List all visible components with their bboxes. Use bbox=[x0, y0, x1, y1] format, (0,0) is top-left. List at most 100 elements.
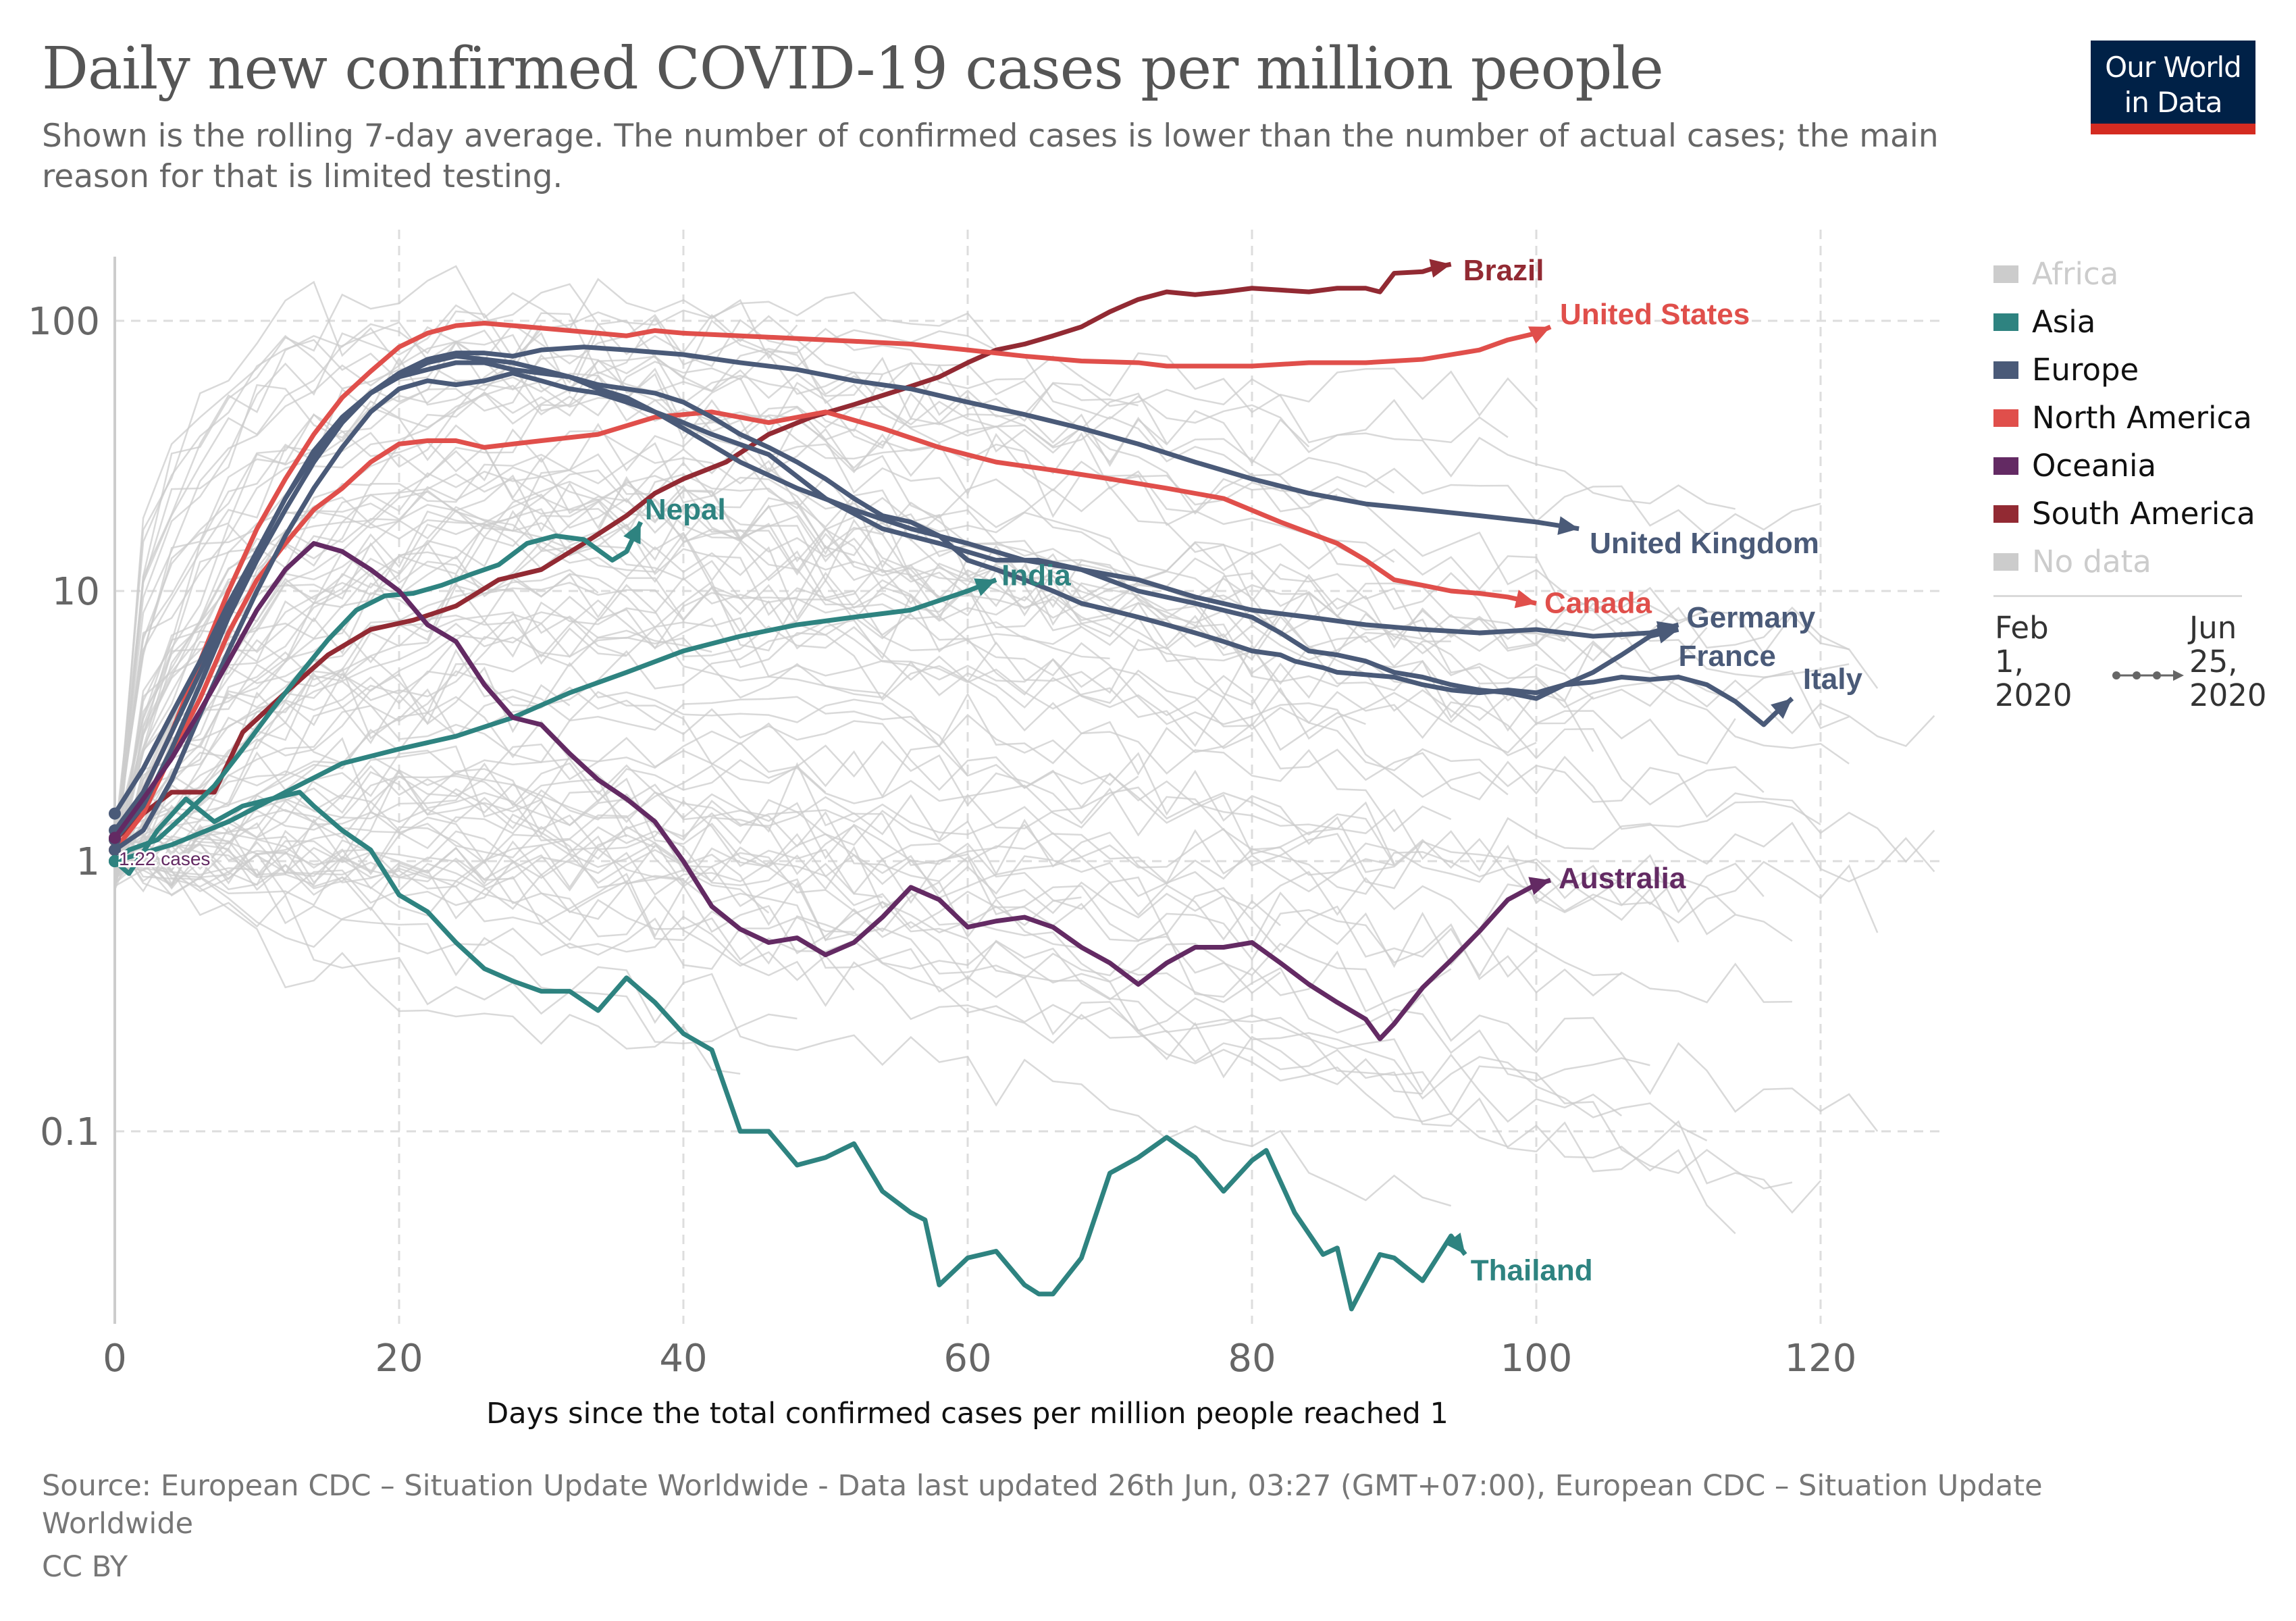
background-country-line bbox=[114, 826, 1623, 1123]
background-country-line bbox=[113, 384, 1537, 888]
series-label-france[interactable]: France bbox=[1679, 640, 1776, 673]
license-link[interactable]: CC BY bbox=[42, 1550, 128, 1584]
background-country-line bbox=[114, 573, 1253, 843]
legend-divider bbox=[1993, 595, 2242, 597]
series-start-dot bbox=[109, 807, 121, 820]
series-label-thailand[interactable]: Thailand bbox=[1471, 1254, 1593, 1287]
background-country-line bbox=[113, 334, 883, 881]
background-country-line bbox=[113, 283, 1168, 846]
background-country-line bbox=[113, 622, 1736, 881]
background-country-line bbox=[113, 473, 1765, 889]
legend-item-south-america[interactable]: South America bbox=[1993, 490, 2255, 538]
series-line-france[interactable] bbox=[113, 371, 1679, 852]
series-label-italy[interactable]: Italy bbox=[1803, 663, 1863, 696]
legend: Africa Asia Europe North America Oceania Sout… bbox=[1993, 250, 2255, 586]
series-label-united-kingdom[interactable]: United Kingdom bbox=[1590, 527, 1819, 560]
background-country-line bbox=[113, 372, 1395, 855]
background-country-line bbox=[113, 265, 997, 861]
timeline-arrow-icon bbox=[2112, 670, 2184, 681]
background-country-line bbox=[114, 796, 1765, 914]
background-country-line bbox=[114, 833, 1793, 942]
series-end-arrow bbox=[1528, 326, 1551, 344]
legend-swatch bbox=[1993, 409, 2018, 427]
legend-item-europe[interactable]: Europe bbox=[1993, 346, 2255, 394]
y-tick-label: 0.1 bbox=[40, 1110, 100, 1154]
y-tick-label: 10 bbox=[52, 570, 100, 614]
legend-label: Asia bbox=[2032, 304, 2096, 340]
background-country-line bbox=[114, 775, 883, 898]
background-country-line bbox=[113, 321, 1565, 837]
series-line-india[interactable] bbox=[114, 577, 997, 864]
series-line-italy[interactable] bbox=[113, 353, 1794, 815]
series-line-australia[interactable] bbox=[113, 541, 1552, 1041]
series-label-canada[interactable]: Canada bbox=[1544, 586, 1652, 619]
legend-label: Europe bbox=[2032, 352, 2139, 388]
series-label-brazil[interactable]: Brazil bbox=[1463, 254, 1544, 287]
legend-swatch bbox=[1993, 313, 2018, 331]
background-country-line bbox=[114, 737, 1082, 927]
background-country-line bbox=[113, 836, 1821, 1214]
y-tick-label: 1 bbox=[76, 840, 100, 884]
axes: 0.1 1 10 100 0 20 40 60 80 100 120 bbox=[28, 257, 1856, 1381]
series-label-india[interactable]: India bbox=[1001, 559, 1071, 592]
series-labels: Brazil United States Canada United Kingdom G… bbox=[117, 254, 1863, 1287]
series-line-united-states[interactable] bbox=[112, 321, 1552, 842]
legend-swatch bbox=[1993, 552, 2018, 571]
series-label-united-states[interactable]: United States bbox=[1560, 298, 1750, 331]
series-end-arrow bbox=[1656, 625, 1679, 644]
background-country-line bbox=[113, 532, 1509, 838]
legend-swatch bbox=[1993, 457, 2018, 475]
series-start-dot bbox=[109, 855, 121, 867]
background-country-line bbox=[113, 329, 1736, 887]
legend-item-north-america[interactable]: North America bbox=[1993, 394, 2255, 442]
background-country-line bbox=[113, 755, 1879, 1132]
series-line-united-kingdom[interactable] bbox=[113, 344, 1580, 842]
chart-subtitle: Shown is the rolling 7-day average. The … bbox=[42, 118, 1939, 195]
background-country-line bbox=[113, 280, 940, 861]
logo-accent-bar bbox=[2091, 124, 2255, 134]
background-country-line bbox=[114, 810, 1793, 1190]
logo-line-2: in Data bbox=[2124, 86, 2223, 119]
series-label-australia[interactable]: Australia bbox=[1559, 862, 1686, 895]
series-label-germany[interactable]: Germany bbox=[1687, 601, 1816, 634]
x-tick-label: 100 bbox=[1501, 1337, 1573, 1381]
series-end-arrow bbox=[1514, 590, 1536, 609]
legend-swatch bbox=[1993, 361, 2018, 379]
series-line-thailand[interactable] bbox=[113, 790, 1467, 1312]
background-country-line bbox=[113, 573, 1935, 875]
series-label-nepal[interactable]: Nepal bbox=[645, 493, 726, 526]
background-country-line bbox=[113, 319, 1708, 887]
chart-title: Daily new confirmed COVID-19 cases per m… bbox=[42, 35, 1664, 103]
legend-label: Oceania bbox=[2032, 448, 2157, 484]
background-country-line bbox=[114, 579, 1650, 842]
timeline-control[interactable]: Feb 1, 2020 Jun 25, 2020 bbox=[1993, 610, 2267, 746]
background-country-line bbox=[113, 324, 542, 848]
background-country-line bbox=[114, 680, 1281, 941]
background-country-line bbox=[114, 667, 1395, 865]
x-tick-label: 120 bbox=[1785, 1337, 1857, 1381]
series-end-arrow bbox=[623, 521, 641, 544]
series-end-arrow bbox=[1445, 1233, 1465, 1255]
background-country-line bbox=[114, 599, 1452, 874]
series-line-canada[interactable] bbox=[113, 409, 1537, 852]
background-country-line bbox=[113, 839, 741, 1075]
highlighted-series bbox=[109, 259, 1794, 1312]
series-end-arrow bbox=[1429, 259, 1451, 278]
series-line-brazil[interactable] bbox=[113, 261, 1452, 842]
legend-item-no-data[interactable]: No data bbox=[1993, 538, 2255, 586]
legend-item-asia[interactable]: Asia bbox=[1993, 298, 2255, 346]
timeline-start-date[interactable]: Feb 1, 2020 bbox=[1995, 610, 2072, 713]
owid-logo[interactable]: Our World in Data bbox=[2091, 41, 2255, 134]
background-country-line bbox=[114, 833, 1423, 1095]
legend-label: North America bbox=[2032, 400, 2252, 436]
series-start-dot bbox=[109, 831, 121, 844]
x-tick-label: 40 bbox=[659, 1337, 707, 1381]
start-value-annotation: 1.22 cases bbox=[119, 848, 210, 869]
timeline-end-date[interactable]: Jun 25, 2020 bbox=[2189, 610, 2267, 713]
legend-item-africa[interactable]: Africa bbox=[1993, 250, 2255, 298]
legend-swatch bbox=[1993, 505, 2018, 523]
footer: Source: European CDC – Situation Update … bbox=[42, 1467, 2203, 1586]
x-tick-label: 80 bbox=[1228, 1337, 1276, 1381]
legend-item-oceania[interactable]: Oceania bbox=[1993, 442, 2255, 490]
background-country-line bbox=[114, 771, 1054, 887]
